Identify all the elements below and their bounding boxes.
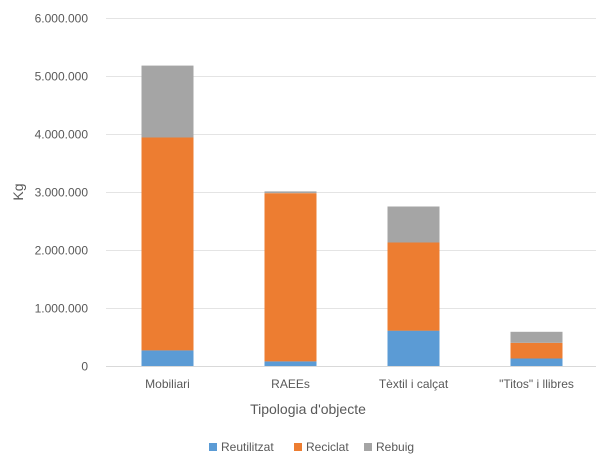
x-tick-label: Mobiliari (145, 377, 190, 391)
bar-segment (510, 331, 563, 343)
y-tick-label: 6.000.000 (35, 12, 89, 26)
y-tick-labels: 0 1.000.000 2.000.000 3.000.000 4.000.000 5.0… (35, 12, 89, 374)
bar-segment (141, 65, 194, 138)
legend-item: Reutilitzat (209, 440, 274, 454)
legend-label: Reciclat (306, 440, 349, 454)
bar-segment (264, 361, 317, 366)
y-tick-label: 1.000.000 (35, 302, 89, 316)
y-axis-title: Kg (10, 183, 26, 200)
bars (141, 65, 563, 366)
bar-segment (387, 206, 440, 243)
bar-segment (387, 330, 440, 366)
legend-swatch (209, 443, 217, 451)
bar-segment (510, 342, 563, 359)
bar-segment (264, 191, 317, 194)
y-tick-label: 2.000.000 (35, 244, 89, 258)
legend-swatch (294, 443, 302, 451)
y-tick-label: 5.000.000 (35, 70, 89, 84)
legend-item: Rebuig (364, 440, 414, 454)
y-tick-label: 3.000.000 (35, 186, 89, 200)
x-tick-label: RAEEs (271, 377, 310, 391)
bar-segment (387, 242, 440, 331)
x-tick-label: "Titos" i llibres (499, 377, 574, 391)
bar-segment (510, 358, 563, 366)
x-axis-title: Tipologia d'objecte (250, 401, 366, 417)
y-tick-label: 4.000.000 (35, 128, 89, 142)
bar-segment (264, 193, 317, 362)
y-tick-label: 0 (81, 360, 88, 374)
legend-item: Reciclat (294, 440, 349, 454)
legend: Reutilitzat Reciclat Rebuig (209, 440, 414, 454)
legend-swatch (364, 443, 372, 451)
legend-label: Rebuig (376, 440, 414, 454)
x-tick-labels: Mobiliari RAEEs Tèxtil i calçat "Titos" i l… (145, 377, 574, 391)
bar-segment (141, 350, 194, 366)
bar-segment (141, 137, 194, 351)
x-tick-label: Tèxtil i calçat (379, 377, 449, 391)
legend-label: Reutilitzat (221, 440, 274, 454)
